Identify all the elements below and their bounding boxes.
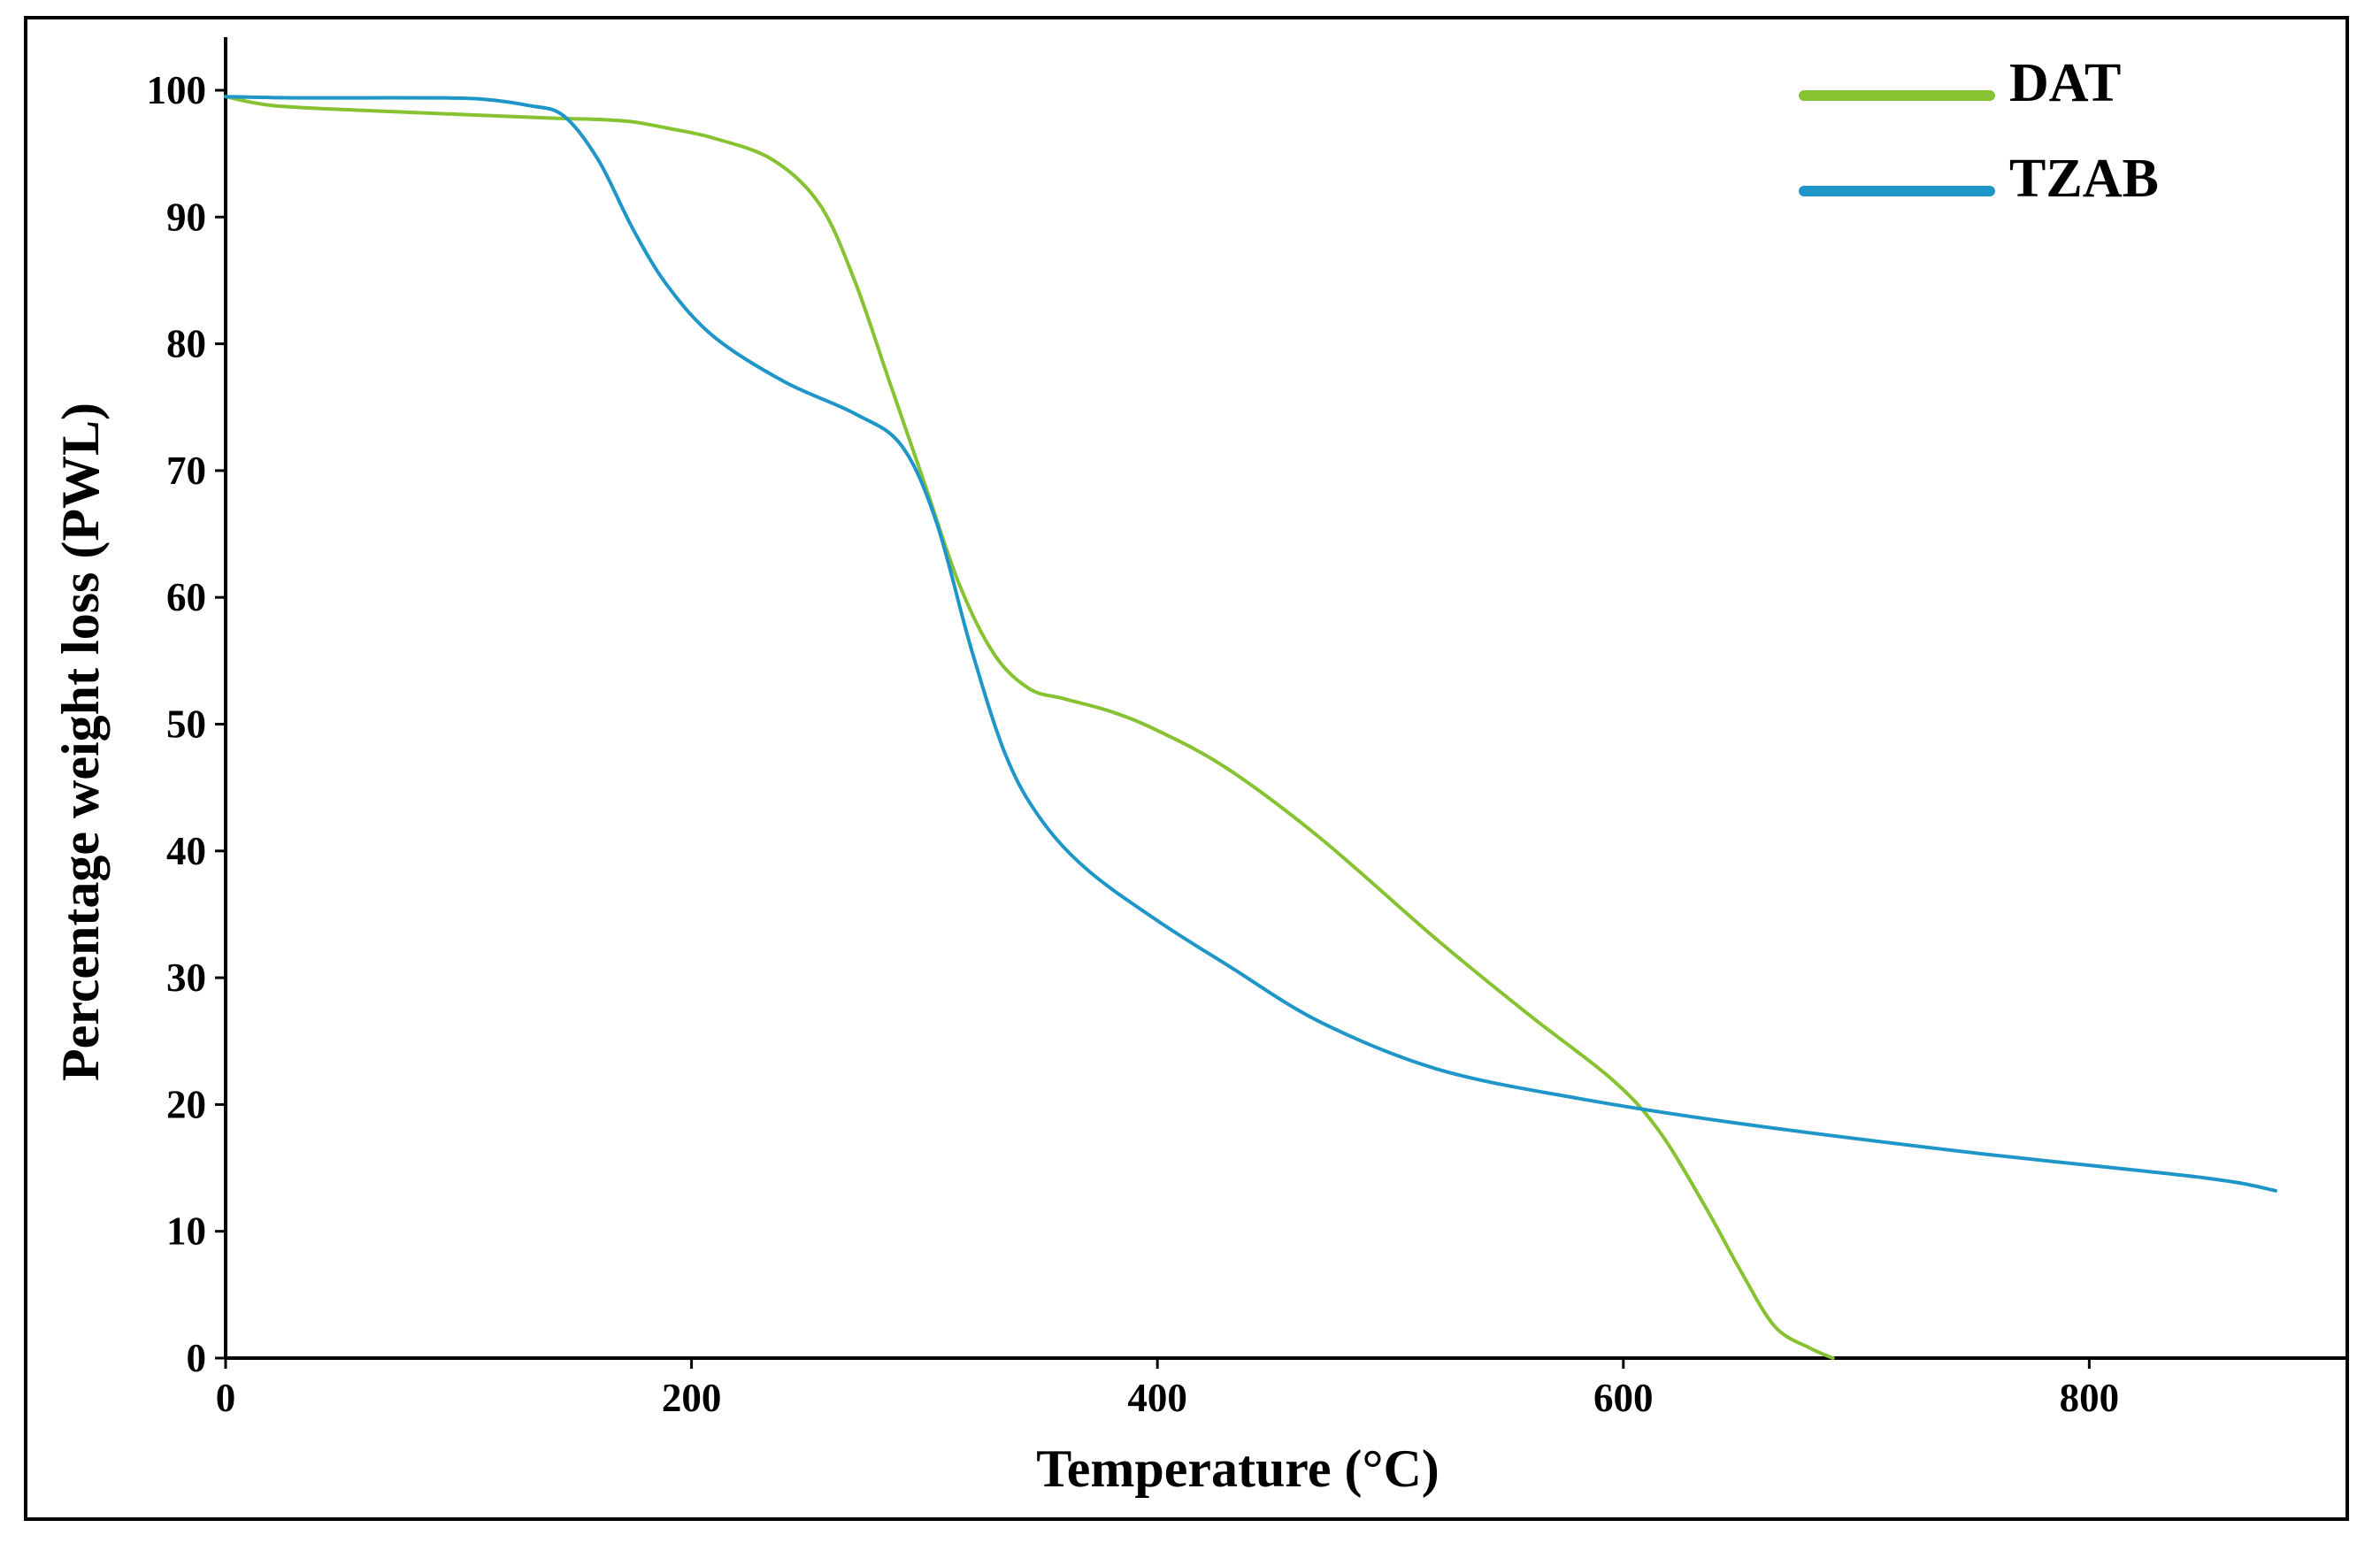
y-tick-label: 50 [166,702,206,747]
y-tick-label: 40 [166,829,206,873]
y-tick-label: 100 [147,68,207,112]
tga-line-chart: 0 10 20 30 40 50 60 70 80 90 100 0 200 400 600 800 Temp… [51,37,2345,1498]
series-line-tzab [224,95,2277,1193]
x-tick-label: 800 [2060,1376,2120,1420]
legend: DAT TZAB [1799,53,2159,209]
y-tick-label: 90 [166,195,206,239]
y-tick-label: 20 [166,1082,206,1126]
x-tick-label: 600 [1593,1376,1654,1420]
y-tick-label: 0 [187,1336,207,1380]
ticks: 0 10 20 30 40 50 60 70 80 90 100 0 200 400 600 800 [147,68,2120,1420]
y-tick-label: 60 [166,575,206,619]
series-lines [224,95,2277,1360]
y-tick-label: 30 [166,956,206,1000]
x-axis-title: Temperature (°C) [1036,1439,1440,1498]
y-tick-label: 70 [166,449,206,493]
legend-label-dat: DAT [2009,53,2121,113]
x-tick-label: 0 [216,1376,236,1420]
x-tick-label: 200 [662,1376,722,1420]
series-line-dat [224,95,1835,1360]
axes [224,37,2345,1360]
figure-frame: 0 10 20 30 40 50 60 70 80 90 100 0 200 400 600 800 Temp… [24,16,2349,1521]
y-tick-label: 80 [166,322,206,366]
x-tick-label: 400 [1127,1376,1187,1420]
legend-label-tzab: TZAB [2009,149,2159,209]
y-axis-title: Percentage weight loss (PWL) [51,403,110,1081]
y-tick-label: 10 [166,1209,206,1254]
